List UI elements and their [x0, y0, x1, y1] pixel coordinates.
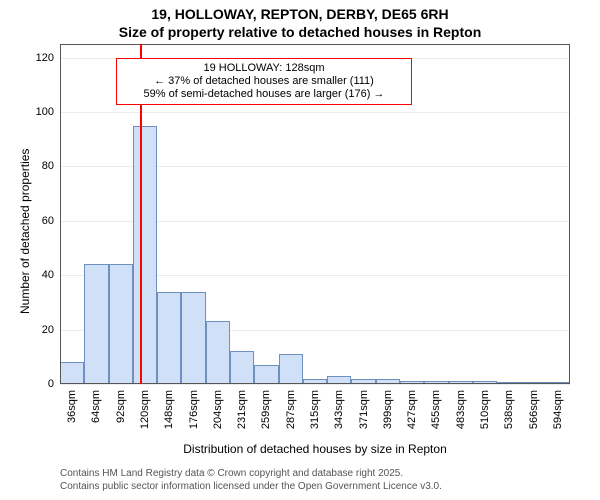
x-tick-label: 231sqm: [236, 384, 248, 429]
x-tick-label: 259sqm: [260, 384, 272, 429]
x-axis-label: Distribution of detached houses by size …: [60, 442, 570, 456]
x-tick-label: 399sqm: [382, 384, 394, 429]
x-tick-label: 64sqm: [90, 384, 102, 423]
y-tick-label: 60: [42, 215, 60, 227]
y-tick-label: 80: [42, 160, 60, 172]
chart-container: 19, HOLLOWAY, REPTON, DERBY, DE65 6RH Si…: [0, 0, 600, 500]
title-line-2: Size of property relative to detached ho…: [0, 24, 600, 42]
y-tick-label: 20: [42, 324, 60, 336]
annotation-line: ← 37% of detached houses are smaller (11…: [123, 75, 405, 88]
title-line-1: 19, HOLLOWAY, REPTON, DERBY, DE65 6RH: [0, 6, 600, 24]
x-tick-label: 92sqm: [115, 384, 127, 423]
x-tick-label: 176sqm: [188, 384, 200, 429]
x-tick-label: 315sqm: [309, 384, 321, 429]
annotation-box: 19 HOLLOWAY: 128sqm← 37% of detached hou…: [116, 58, 412, 106]
x-tick-label: 510sqm: [479, 384, 491, 429]
x-tick-label: 204sqm: [212, 384, 224, 429]
y-tick-label: 100: [36, 106, 60, 118]
y-axis-label: Number of detached properties: [18, 149, 32, 314]
x-tick-label: 483sqm: [455, 384, 467, 429]
x-tick-label: 455sqm: [430, 384, 442, 429]
footer-line-2: Contains public sector information licen…: [60, 481, 442, 494]
annotation-line: 59% of semi-detached houses are larger (…: [123, 88, 405, 101]
x-tick-label: 287sqm: [285, 384, 297, 429]
plot-area: 19 HOLLOWAY: 128sqm← 37% of detached hou…: [60, 44, 570, 384]
y-tick-label: 40: [42, 269, 60, 281]
title-block: 19, HOLLOWAY, REPTON, DERBY, DE65 6RH Si…: [0, 0, 600, 41]
annotation-line: 19 HOLLOWAY: 128sqm: [123, 62, 405, 75]
x-tick-label: 427sqm: [406, 384, 418, 429]
footer-line-1: Contains HM Land Registry data © Crown c…: [60, 468, 442, 481]
x-tick-label: 538sqm: [503, 384, 515, 429]
x-tick-label: 566sqm: [528, 384, 540, 429]
x-tick-label: 148sqm: [163, 384, 175, 429]
x-tick-label: 371sqm: [358, 384, 370, 429]
x-tick-label: 594sqm: [552, 384, 564, 429]
y-tick-label: 0: [48, 378, 60, 390]
x-tick-label: 343sqm: [333, 384, 345, 429]
footer-attribution: Contains HM Land Registry data © Crown c…: [60, 468, 442, 493]
x-tick-label: 120sqm: [139, 384, 151, 429]
x-tick-label: 36sqm: [66, 384, 78, 423]
y-tick-label: 120: [36, 52, 60, 64]
